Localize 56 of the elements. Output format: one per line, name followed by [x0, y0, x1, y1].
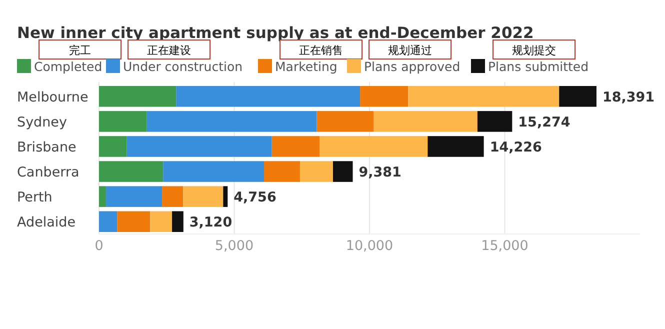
bar [99, 161, 164, 182]
bar [272, 136, 320, 157]
y-tick-label: Melbourne [17, 89, 88, 106]
bar [176, 86, 360, 107]
text: 规划通过 [388, 44, 432, 57]
total-label: 14,226 [490, 139, 542, 156]
text: 完工 [69, 44, 91, 57]
bar [477, 111, 512, 132]
y-tick-label: Canberra [17, 164, 80, 181]
bar [99, 136, 127, 157]
x-tick-label: 0 [94, 238, 104, 254]
bar [117, 211, 150, 232]
legend-label: Under construction [123, 59, 243, 74]
bar [146, 111, 317, 132]
bar [162, 186, 184, 207]
text: 正在销售 [299, 44, 343, 57]
total-label: 18,391 [602, 89, 655, 106]
bar [408, 86, 560, 107]
x-tick-label: 10,000 [346, 238, 394, 254]
total-label: 15,274 [518, 114, 570, 130]
bar [150, 211, 172, 232]
total-label: 4,756 [234, 190, 276, 206]
x-tick-label: 5,000 [214, 238, 254, 254]
y-tick-label: Adelaide [17, 214, 76, 231]
bar [316, 111, 374, 132]
y-tick-label: Sydney [17, 114, 67, 130]
bar [106, 186, 162, 207]
bar [332, 161, 353, 182]
bar [360, 86, 408, 107]
bar [99, 111, 147, 132]
bar [183, 186, 224, 207]
x-tick-label: 15,000 [481, 238, 528, 254]
bar [428, 136, 484, 157]
legend-label: Marketing [275, 59, 338, 74]
y-tick-label: Brisbane [17, 139, 76, 156]
total-label: 9,381 [358, 164, 402, 181]
total-label: 3,120 [189, 214, 232, 231]
text: 正在建设 [147, 44, 191, 57]
bar [99, 86, 176, 107]
bar [163, 161, 264, 182]
legend-label: Plans submitted [488, 59, 589, 74]
bar [99, 186, 106, 207]
y-tick-label: Perth [17, 190, 52, 206]
bar [172, 211, 184, 232]
bar [559, 86, 596, 107]
bar [264, 161, 300, 182]
chart-title: New inner city apartment supply as at end-December 2022 [17, 24, 534, 42]
bar [320, 136, 428, 157]
text: 规划提交 [512, 44, 556, 57]
bar [126, 136, 272, 157]
bar [99, 211, 118, 232]
legend-label: Completed [34, 59, 102, 74]
bar [300, 161, 333, 182]
bar [374, 111, 478, 132]
bar [223, 186, 228, 207]
legend-label: Plans approved [364, 59, 460, 74]
